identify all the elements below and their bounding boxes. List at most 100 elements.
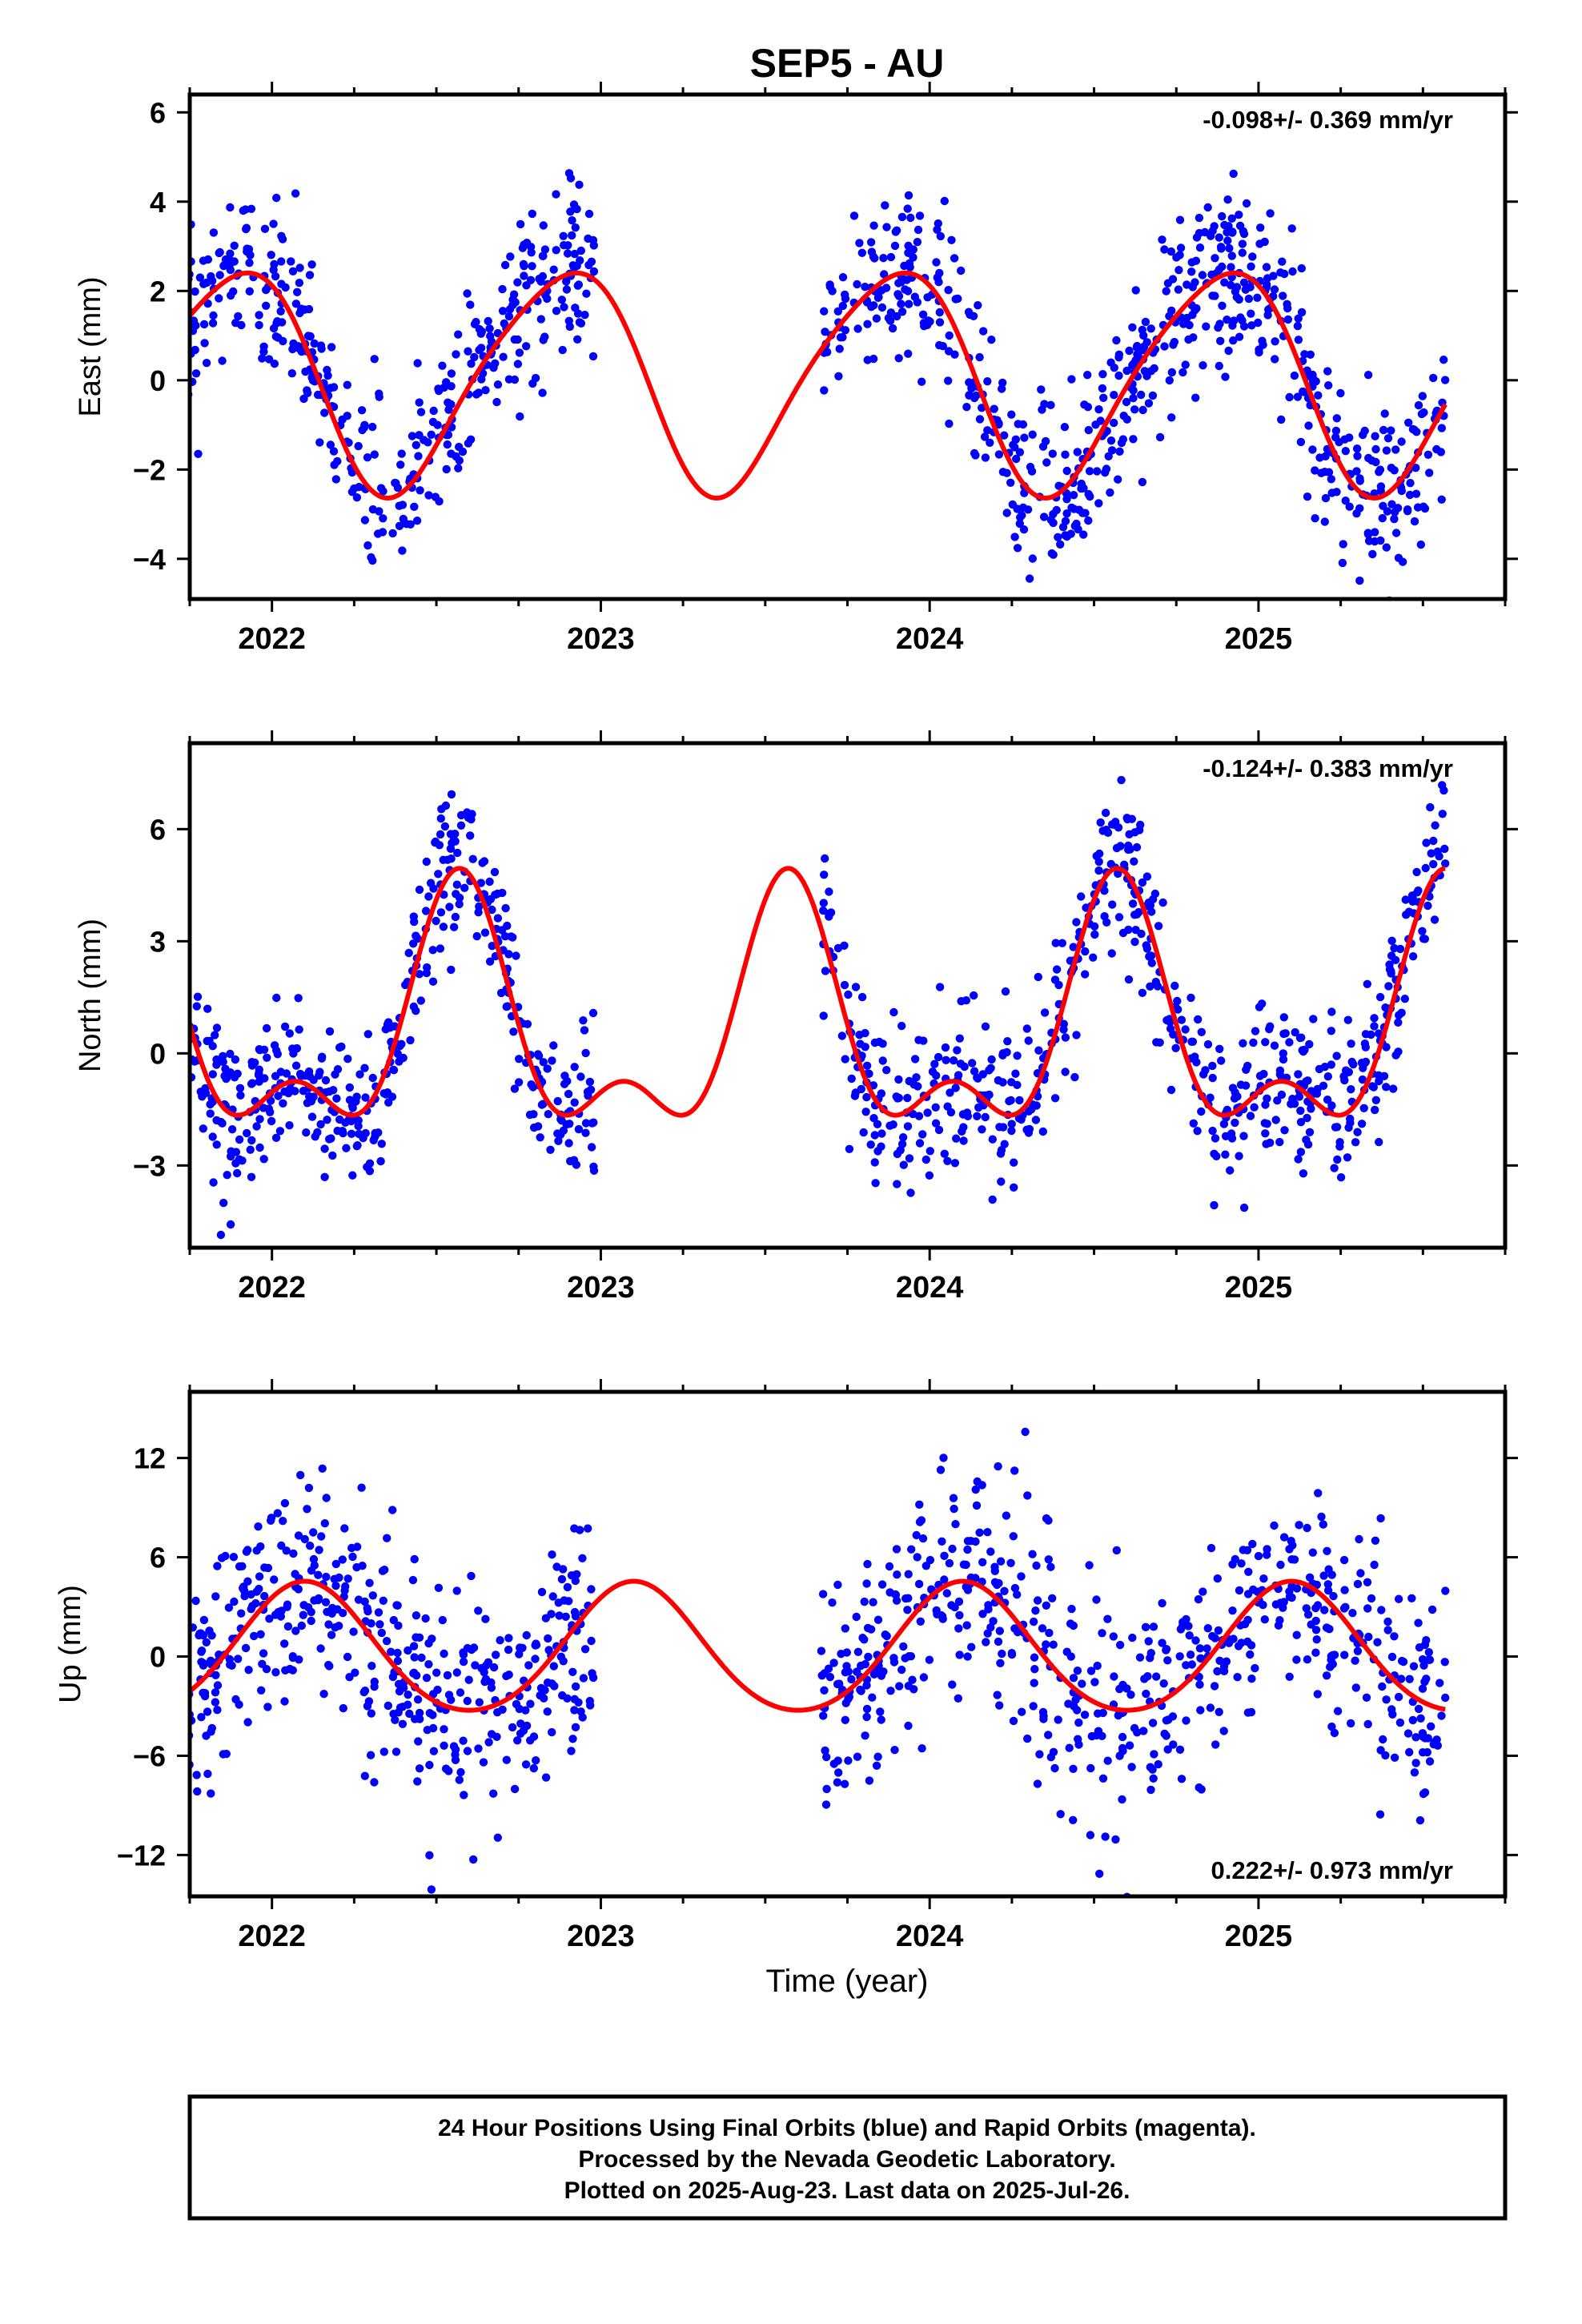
data-point [994,1578,1003,1588]
data-point [1244,1567,1253,1577]
data-point [1371,1105,1379,1115]
data-point [983,377,992,386]
data-point [581,1119,591,1128]
x-tick-label: 2024 [896,622,964,656]
y-tick-label: −4 [133,543,166,576]
data-point [570,249,579,259]
data-point [428,977,438,986]
data-point [1299,387,1307,396]
data-point [932,258,941,267]
data-point [1394,1594,1403,1603]
data-point [856,1039,865,1048]
data-point [1228,1606,1237,1615]
data-point [235,1155,244,1164]
data-point [1013,1590,1022,1599]
data-point [925,1655,934,1664]
data-point [303,1099,312,1108]
data-point [363,1030,372,1039]
data-point [1096,416,1105,425]
data-point [1330,1728,1339,1738]
data-point [1260,237,1269,247]
data-point [553,1096,562,1106]
data-point [947,235,956,244]
data-point [469,1855,478,1864]
data-point [536,315,545,324]
data-point [247,1136,256,1145]
data-point [1154,1759,1162,1769]
data-point [1229,336,1238,345]
data-point [1191,1052,1199,1061]
data-point [447,369,456,378]
data-point [211,1031,219,1039]
data-point [420,436,428,444]
data-point [280,1697,289,1706]
data-point [1115,1640,1125,1650]
data-point [834,372,843,380]
data-point [1439,786,1448,795]
data-point [1098,384,1107,393]
data-point [1127,1763,1136,1771]
data-point [212,1116,221,1125]
data-point [215,247,224,257]
data-point [1376,1514,1385,1523]
data-point [1122,397,1131,407]
data-point [516,1643,524,1652]
data-point [1098,1774,1108,1783]
data-point [1227,251,1237,260]
data-point [455,1775,464,1784]
data-point [1114,353,1123,362]
data-point [218,356,227,365]
data-point [1001,987,1010,996]
data-point [1010,1466,1019,1475]
data-point [1408,952,1418,961]
data-point [1203,1039,1213,1049]
data-point [213,1681,223,1690]
data-point [903,1093,912,1103]
data-point [1356,1569,1365,1578]
data-point [1126,845,1134,854]
data-point [493,914,503,923]
data-point [280,1022,290,1031]
data-point [438,1615,447,1625]
data-point [226,249,235,258]
data-point [822,1752,831,1762]
data-point [193,992,203,1001]
data-point [1418,1748,1427,1757]
data-point [1441,1693,1450,1703]
data-point [387,1647,396,1656]
data-point [383,1020,392,1029]
data-point [463,289,472,298]
data-point [481,386,490,395]
data-point [1295,1092,1304,1101]
data-point [1094,866,1103,875]
data-point [581,1048,590,1058]
data-point [1028,1550,1037,1558]
data-point [436,944,445,953]
data-point [1087,1731,1097,1741]
data-point [1231,1088,1239,1097]
data-point [1094,499,1103,508]
data-point [861,1108,870,1116]
data-point [257,1686,266,1695]
data-point [954,1624,963,1633]
data-point [1419,408,1428,417]
data-point [989,1617,998,1626]
data-point [890,1746,899,1755]
data-point [1219,1667,1229,1675]
data-point [1410,1768,1419,1777]
data-point [506,252,515,261]
data-point [1371,432,1379,440]
data-point [557,296,566,304]
data-point [588,1669,596,1678]
data-point [447,382,456,391]
data-point [258,354,267,363]
data-point [1146,324,1155,333]
data-point [1232,283,1242,292]
data-point [1035,1750,1044,1759]
data-point [383,1534,391,1542]
data-point [1265,1024,1274,1034]
data-point [857,248,867,257]
data-point [940,1575,949,1584]
data-point [1177,1015,1186,1024]
